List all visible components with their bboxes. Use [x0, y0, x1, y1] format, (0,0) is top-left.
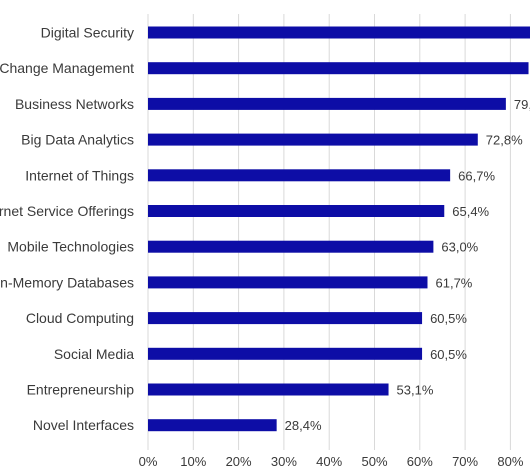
x-tick-label: 50%	[361, 454, 387, 469]
x-tick-label: 70%	[452, 454, 478, 469]
value-label: 53,1%	[397, 383, 434, 398]
category-label: Social Media	[54, 346, 134, 362]
value-label: 65,4%	[452, 204, 489, 219]
value-label: 66,7%	[458, 168, 495, 183]
category-label: Business Networks	[15, 96, 134, 112]
x-axis-ticks: 0%10%20%30%40%50%60%70%80%90%	[139, 454, 524, 469]
gridlines	[147, 14, 511, 450]
bar	[148, 347, 423, 360]
bar	[148, 276, 428, 289]
category-label: Internet of Things	[25, 167, 134, 183]
category-label: Entrepreneurship	[27, 382, 135, 398]
category-label: Digital Security	[41, 25, 134, 41]
value-label: 63,0%	[441, 240, 478, 255]
bar	[148, 383, 389, 396]
x-tick-label: 30%	[271, 454, 297, 469]
bar	[148, 97, 506, 110]
bar	[148, 419, 277, 432]
category-label: Change Management	[0, 60, 134, 76]
bar	[148, 205, 445, 217]
category-label: Cloud Computing	[26, 310, 134, 326]
category-labels: Digital Security Change Management Busines…	[0, 25, 134, 434]
value-label: 72,8%	[486, 133, 523, 148]
category-label: Internet Service Offerings	[0, 203, 134, 219]
bar	[148, 26, 530, 39]
x-tick-label: 0%	[139, 454, 158, 469]
x-tick-label: 40%	[316, 454, 342, 469]
value-labels: 86,4%84,0%79,0%72,8%66,7%65,4%63,0%61,7%…	[285, 97, 530, 433]
category-label: Novel Interfaces	[33, 417, 134, 433]
value-label: 28,4%	[285, 418, 322, 433]
x-tick-label: 20%	[226, 454, 252, 469]
x-tick-label: 80%	[497, 454, 523, 469]
category-label: Mobile Technologies	[7, 239, 134, 255]
value-label: 61,7%	[436, 275, 473, 290]
category-label: In-Memory Databases	[0, 274, 134, 290]
bars	[148, 26, 530, 432]
x-tick-label: 10%	[180, 454, 206, 469]
category-label: Big Data Analytics	[21, 132, 134, 148]
bar	[148, 240, 434, 253]
value-label: 79,0%	[514, 97, 530, 112]
bar	[148, 169, 451, 182]
bar	[148, 133, 478, 146]
bar	[148, 312, 423, 325]
value-label: 60,5%	[430, 347, 467, 362]
x-tick-label: 60%	[407, 454, 433, 469]
bar	[148, 62, 529, 75]
value-label: 60,5%	[430, 311, 467, 326]
